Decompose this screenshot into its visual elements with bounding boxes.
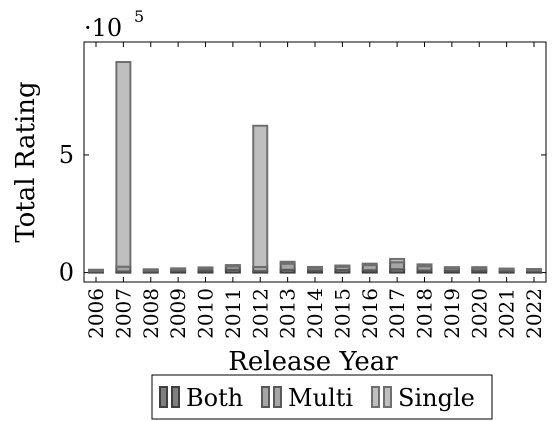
plot-frame <box>83 41 547 283</box>
legend-label-multi: Multi <box>288 384 353 412</box>
x-tick-label-2013: 2013 <box>276 288 300 339</box>
bar-single-2018 <box>416 263 433 268</box>
legend-swatch-single <box>383 386 392 408</box>
x-tick-label-2011: 2011 <box>221 288 245 339</box>
bar-single-2014 <box>307 265 323 270</box>
legend: Both Multi Single <box>151 374 493 420</box>
bar-single-2015 <box>334 264 351 268</box>
legend-swatch-single <box>371 386 380 408</box>
x-tick-label-2009: 2009 <box>166 288 190 339</box>
legend-box <box>151 374 493 420</box>
legend-label-single: Single <box>398 384 475 412</box>
x-tick-label-2018: 2018 <box>413 288 437 339</box>
x-tick-label-2020: 2020 <box>467 288 491 339</box>
bar-single-2017 <box>389 257 406 264</box>
x-tick-label-2014: 2014 <box>303 288 327 339</box>
x-tick-label-2016: 2016 <box>358 288 382 339</box>
y-axis-label: Total Rating <box>11 81 41 242</box>
bar-single-2021 <box>498 267 515 271</box>
bar-single-2019 <box>443 266 460 270</box>
y-tick-label: 5 <box>59 141 74 169</box>
y-scale-label: ·10 <box>84 14 122 42</box>
x-tick-label-2015: 2015 <box>330 288 354 339</box>
x-tick-label-2007: 2007 <box>111 288 135 339</box>
bar-single-2010 <box>197 266 214 270</box>
x-tick-label-2019: 2019 <box>440 288 464 339</box>
bar-single-2012 <box>252 124 269 268</box>
bar-single-2008 <box>142 268 159 272</box>
x-tick-label-2022: 2022 <box>522 288 546 339</box>
x-axis-label: Release Year <box>228 347 398 377</box>
legend-swatch-both <box>171 386 180 408</box>
bar-single-2007 <box>115 61 132 268</box>
bar-single-2006 <box>88 268 104 272</box>
bar-single-2009 <box>170 267 187 271</box>
x-tick-label-2008: 2008 <box>139 288 163 339</box>
bar-single-2013 <box>279 260 296 265</box>
bar-single-2011 <box>224 264 241 268</box>
axes <box>83 41 547 283</box>
bar-single-2016 <box>361 262 378 267</box>
legend-swatch-multi <box>261 386 270 408</box>
bar-single-2020 <box>471 266 488 270</box>
y-tick-label: 0 <box>59 259 74 287</box>
bar-single-2022 <box>526 268 542 272</box>
x-tick-label-2012: 2012 <box>248 288 272 339</box>
x-tick-label-2006: 2006 <box>84 288 108 339</box>
bars <box>88 61 542 274</box>
y-scale-exponent: 5 <box>134 7 144 26</box>
bar-multi-2017 <box>389 261 406 271</box>
legend-swatch-both <box>159 386 168 408</box>
x-tick-label-2017: 2017 <box>385 288 409 339</box>
x-tick-label-2021: 2021 <box>495 288 519 339</box>
legend-label-both: Both <box>186 384 243 412</box>
x-tick-label-2010: 2010 <box>194 288 218 339</box>
legend-swatch-multi <box>273 386 282 408</box>
